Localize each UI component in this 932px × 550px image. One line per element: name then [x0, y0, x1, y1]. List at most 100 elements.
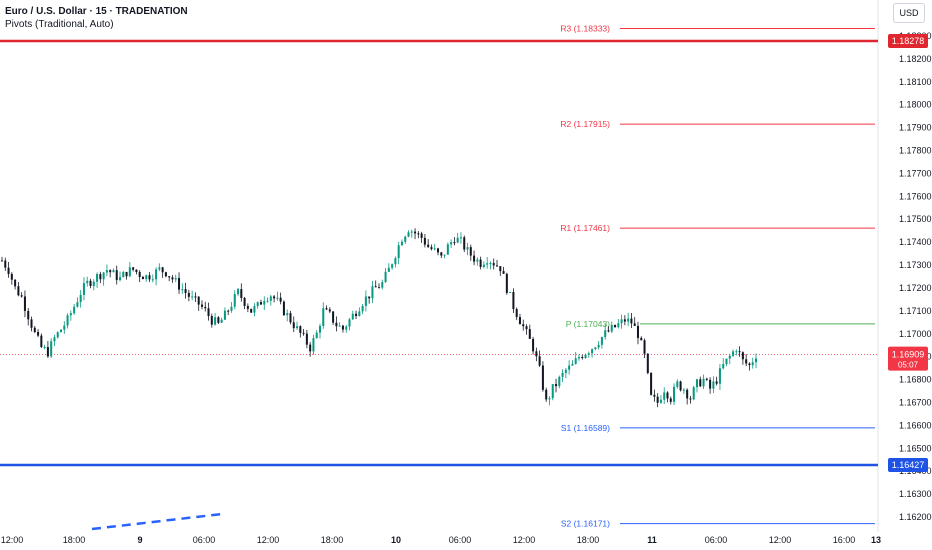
candle[interactable] — [204, 301, 207, 312]
candle[interactable] — [525, 324, 528, 335]
candle[interactable] — [643, 338, 646, 358]
candle[interactable] — [600, 336, 603, 349]
candle[interactable] — [751, 357, 754, 369]
candle[interactable] — [387, 263, 390, 272]
candle[interactable] — [325, 305, 328, 310]
candle[interactable] — [722, 358, 725, 370]
candle[interactable] — [210, 313, 213, 328]
candle[interactable] — [20, 292, 23, 298]
candle[interactable] — [40, 333, 43, 349]
candle[interactable] — [636, 321, 639, 345]
candle[interactable] — [699, 376, 702, 388]
candle[interactable] — [443, 254, 446, 259]
candle[interactable] — [197, 296, 200, 311]
candle[interactable] — [296, 321, 299, 330]
candle[interactable] — [335, 316, 338, 332]
candle[interactable] — [450, 239, 453, 248]
candle[interactable] — [695, 378, 699, 393]
candle[interactable] — [568, 360, 571, 375]
candle[interactable] — [515, 307, 518, 321]
candle[interactable] — [79, 289, 82, 308]
candle[interactable] — [269, 294, 272, 306]
candle[interactable] — [614, 324, 617, 328]
candle[interactable] — [689, 395, 692, 404]
candle[interactable] — [187, 289, 190, 302]
candle[interactable] — [423, 233, 426, 248]
candle[interactable] — [532, 336, 535, 355]
candle[interactable] — [99, 271, 102, 284]
candle[interactable] — [227, 309, 230, 316]
candle[interactable] — [217, 316, 220, 325]
candle[interactable] — [591, 348, 594, 358]
candle[interactable] — [109, 269, 112, 278]
candle[interactable] — [371, 280, 374, 304]
candle[interactable] — [453, 237, 456, 246]
candle[interactable] — [289, 310, 292, 325]
candle[interactable] — [368, 296, 371, 304]
candle[interactable] — [318, 323, 322, 339]
candle[interactable] — [656, 393, 659, 408]
candle[interactable] — [623, 315, 626, 326]
candle[interactable] — [315, 330, 318, 339]
candle[interactable] — [673, 383, 676, 406]
candle[interactable] — [14, 279, 17, 290]
candle[interactable] — [243, 296, 246, 310]
candle[interactable] — [7, 262, 10, 278]
candle[interactable] — [748, 362, 751, 371]
candle[interactable] — [564, 367, 567, 379]
candle[interactable] — [276, 291, 279, 301]
candle[interactable] — [299, 325, 302, 338]
candle[interactable] — [669, 396, 672, 405]
candle[interactable] — [482, 261, 485, 269]
candle[interactable] — [499, 266, 502, 276]
candle[interactable] — [577, 354, 580, 361]
candle[interactable] — [420, 231, 423, 243]
candle[interactable] — [646, 353, 649, 375]
candle[interactable] — [66, 313, 69, 329]
candle[interactable] — [754, 353, 758, 369]
candle[interactable] — [259, 299, 262, 305]
candle[interactable] — [96, 272, 99, 288]
candle[interactable] — [377, 283, 381, 289]
candle[interactable] — [459, 232, 462, 244]
candle[interactable] — [486, 257, 489, 269]
candle[interactable] — [394, 256, 397, 268]
candle[interactable] — [522, 319, 525, 331]
candle[interactable] — [469, 244, 472, 261]
candle[interactable] — [571, 360, 574, 366]
candle[interactable] — [233, 290, 236, 310]
candle[interactable] — [230, 301, 233, 313]
candle[interactable] — [253, 303, 256, 317]
candle[interactable] — [361, 303, 364, 315]
candle[interactable] — [214, 313, 217, 326]
candle[interactable] — [89, 278, 92, 289]
candle[interactable] — [479, 256, 482, 270]
candle[interactable] — [194, 292, 197, 302]
candle[interactable] — [125, 271, 128, 280]
candle[interactable] — [397, 241, 400, 265]
candle[interactable] — [246, 303, 249, 313]
candle[interactable] — [512, 288, 515, 314]
candle[interactable] — [617, 318, 620, 329]
candle[interactable] — [155, 267, 158, 286]
candle[interactable] — [620, 314, 623, 329]
candle[interactable] — [702, 374, 705, 390]
candle[interactable] — [679, 380, 682, 392]
candle[interactable] — [240, 283, 243, 302]
candle[interactable] — [466, 242, 469, 256]
candle[interactable] — [417, 231, 420, 239]
candle[interactable] — [666, 391, 669, 403]
candle[interactable] — [436, 247, 440, 256]
candle[interactable] — [168, 276, 171, 282]
currency-button[interactable]: USD — [893, 3, 925, 23]
candle[interactable] — [548, 396, 551, 406]
candle[interactable] — [237, 287, 240, 297]
candle[interactable] — [528, 324, 531, 340]
candle[interactable] — [496, 260, 499, 267]
candle[interactable] — [351, 310, 354, 320]
candle[interactable] — [302, 328, 305, 336]
candle[interactable] — [102, 271, 105, 286]
candle[interactable] — [545, 387, 548, 402]
candle[interactable] — [358, 307, 361, 317]
